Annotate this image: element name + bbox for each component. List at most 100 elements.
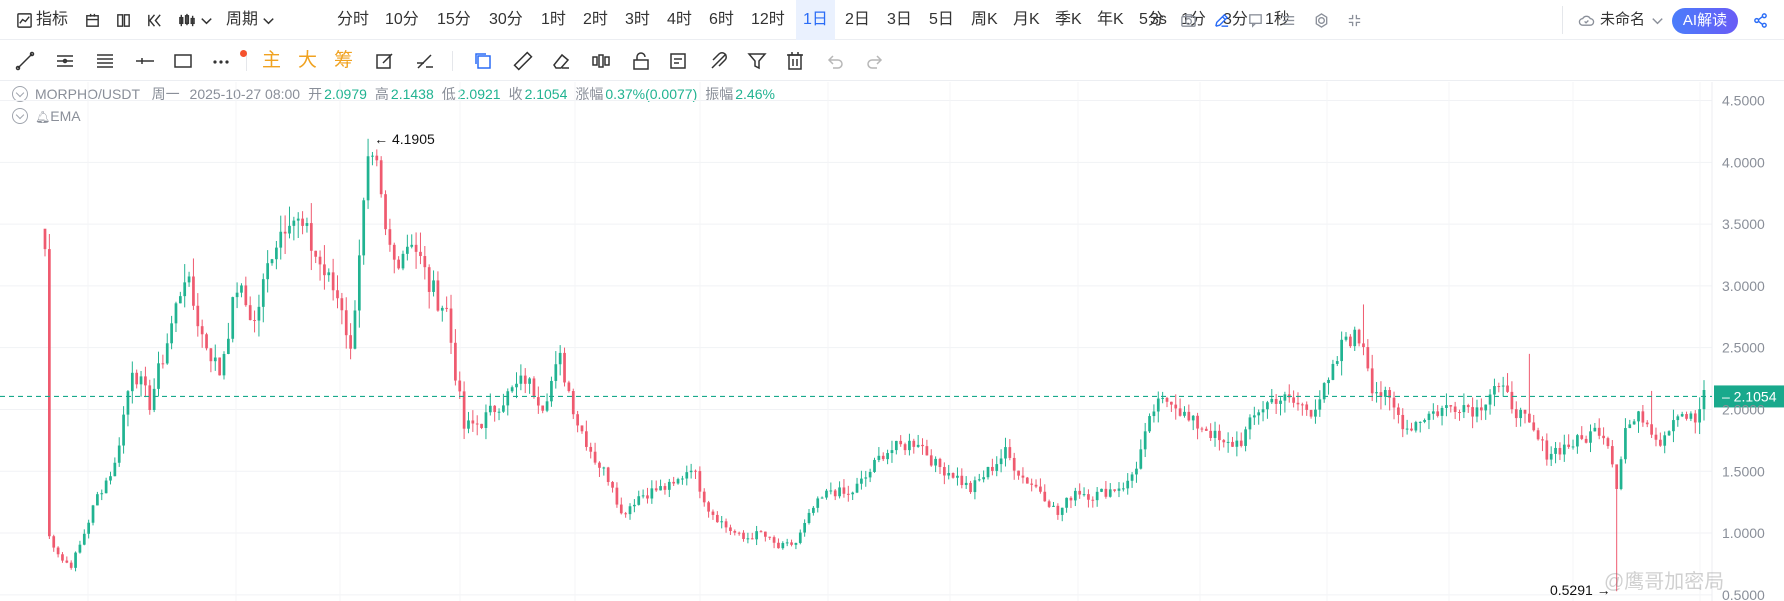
candle [1418,421,1422,433]
main-chart-tool[interactable]: 主 [262,50,282,71]
candle-body [903,444,907,451]
interval-tab-11[interactable]: 2日 [845,11,870,28]
candle-body [1309,409,1313,417]
candle-body [768,536,772,538]
interval-tab-5[interactable]: 2时 [583,11,608,28]
layout-name[interactable]: 未命名 [1600,11,1646,28]
collapse-circle-icon[interactable] [12,86,28,102]
gear-icon[interactable] [1309,0,1333,40]
chart-indicator-icon[interactable] [12,0,36,40]
candle-body [340,298,344,311]
candle-body [1039,486,1042,492]
candle [1082,487,1086,497]
interval-tab-18[interactable]: 5分 [1139,11,1164,28]
redo-icon[interactable] [860,41,890,81]
candle [737,531,741,536]
edit-box-icon[interactable] [370,41,400,81]
candle [755,525,758,546]
interval-tab-4[interactable]: 1时 [541,11,566,28]
parallel-channel-icon[interactable] [50,41,80,81]
ema-label[interactable]: EMA [50,108,81,124]
candle-body [812,507,815,513]
filter-icon[interactable] [742,41,772,81]
candle-body [1030,483,1034,485]
candle-body [1597,427,1601,436]
interval-tab-9[interactable]: 12时 [751,11,785,28]
undo-icon[interactable] [820,41,850,81]
interval-tab-3[interactable]: 30分 [489,11,523,28]
candle-body [750,538,754,540]
list-icon[interactable] [1276,0,1300,40]
candle [602,466,606,476]
interval-tab-2[interactable]: 15分 [437,11,471,28]
trash-icon[interactable] [780,41,810,81]
interval-tab-0[interactable]: 分时 [337,11,370,28]
trend-line-icon[interactable] [10,41,40,81]
bell-icon[interactable]: 🔔︎ [35,110,51,124]
pencil-icon[interactable] [1209,0,1233,40]
template-icon[interactable] [664,41,694,81]
pen-tool-icon[interactable] [410,41,440,81]
candle [1362,304,1365,356]
candle [266,250,270,293]
share-icon[interactable] [1748,0,1772,40]
candlestick-type-icon[interactable] [174,0,198,40]
interval-tab-12[interactable]: 3日 [887,11,912,28]
fib-lines-icon[interactable] [90,41,120,81]
candle-body [1672,420,1675,432]
candle-body [724,521,728,528]
period-button[interactable]: 周期 [226,11,259,28]
period-chevron-icon[interactable] [256,0,280,40]
interval-tab-1[interactable]: 10分 [385,11,419,28]
candle [362,197,366,265]
candle-body [1571,446,1575,448]
interval-tab-7[interactable]: 4时 [667,11,692,28]
interval-tab-16[interactable]: 季K [1055,11,1082,28]
camera-icon[interactable] [1176,0,1200,40]
cloud-save-icon[interactable] [1574,0,1598,40]
candle [91,504,95,526]
collapse-icon[interactable] [1342,0,1366,40]
comment-icon[interactable] [1243,0,1267,40]
pattern-icon[interactable] [586,41,616,81]
candle [816,496,820,513]
candle [1213,421,1217,447]
interval-tab-15[interactable]: 月K [1013,11,1040,28]
replay-icon[interactable] [142,0,166,40]
ai-interpret-button[interactable]: AI解读 [1672,8,1738,34]
candle-body [1139,449,1143,469]
candle-body [729,527,732,532]
rectangle-icon[interactable] [168,41,198,81]
candle [1108,483,1112,498]
candle [1187,404,1191,422]
layout-chevron-icon[interactable] [1645,0,1669,40]
candle-body [1418,421,1422,423]
ruler-icon[interactable] [508,41,538,81]
interval-tab-8[interactable]: 6时 [709,11,734,28]
chevron-down-icon[interactable] [194,0,218,40]
interval-tab-10[interactable]: 1日 [796,0,835,40]
candle-body [109,476,112,481]
candle [571,388,575,420]
horizontal-line-icon[interactable] [130,41,160,81]
copy-icon[interactable] [468,41,498,81]
interval-tab-17[interactable]: 年K [1097,11,1124,28]
lock-icon[interactable] [626,41,656,81]
candle [1121,482,1125,492]
candlestick-chart[interactable]: – 2.1054 ← 4.1905 0.5291 → 4.5000 4.0000 3.5… [0,82,1784,601]
chips-tool[interactable]: 筹 [334,50,354,71]
collapse-circle-icon[interactable] [12,108,28,124]
eraser-icon[interactable] [546,41,576,81]
layout-split-icon[interactable] [111,0,135,40]
interval-tab-20[interactable]: 3分 [1223,11,1248,28]
refresh-rate[interactable]: 3s [1150,11,1167,28]
interval-tab-14[interactable]: 周K [971,11,998,28]
candle [406,234,409,261]
large-tool[interactable]: 大 [298,50,318,71]
magnet-icon[interactable] [704,41,734,81]
interval-tab-6[interactable]: 3时 [625,11,650,28]
interval-tab-13[interactable]: 5日 [929,11,954,28]
calendar-icon[interactable] [80,0,104,40]
indicator-button[interactable]: 指标 [36,11,69,28]
more-tools-icon[interactable] [206,41,236,81]
